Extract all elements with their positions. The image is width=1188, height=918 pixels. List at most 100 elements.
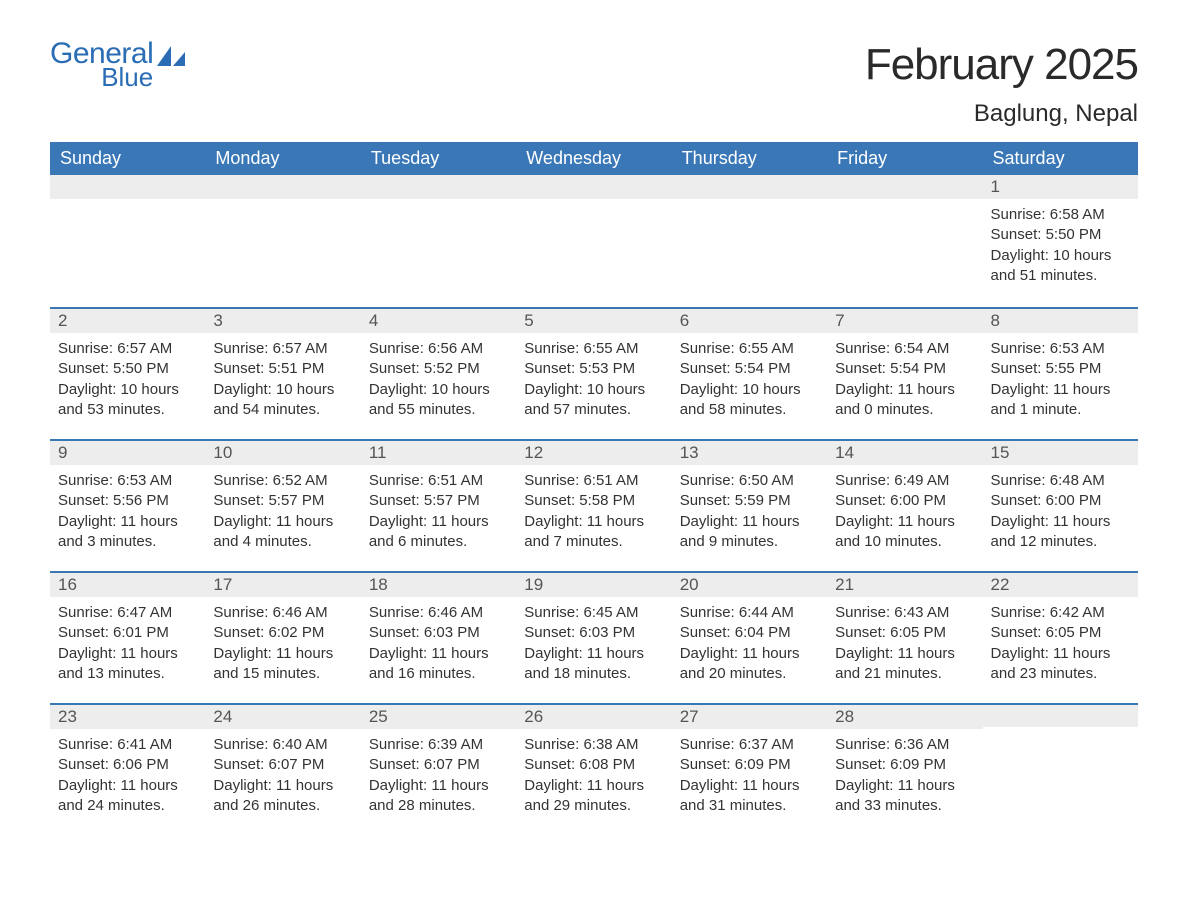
- sunrise-line: Sunrise: 6:45 AM: [524, 603, 663, 623]
- day-details: Sunrise: 6:57 AMSunset: 5:51 PMDaylight:…: [205, 333, 360, 430]
- sunrise-line: Sunrise: 6:43 AM: [835, 603, 974, 623]
- weekday-row: SundayMondayTuesdayWednesdayThursdayFrid…: [50, 142, 1138, 175]
- page-title: February 2025: [865, 40, 1138, 90]
- calendar-cell: 18Sunrise: 6:46 AMSunset: 6:03 PMDayligh…: [361, 571, 516, 703]
- day-number: 1: [983, 175, 1138, 199]
- sunrise-line: Sunrise: 6:55 AM: [524, 339, 663, 359]
- sunset-line: Sunset: 6:01 PM: [58, 623, 197, 643]
- day-number: 25: [361, 703, 516, 729]
- empty-day-bar: [516, 175, 671, 199]
- day-details: Sunrise: 6:43 AMSunset: 6:05 PMDaylight:…: [827, 597, 982, 694]
- sunset-line: Sunset: 6:07 PM: [213, 755, 352, 775]
- calendar-week: 16Sunrise: 6:47 AMSunset: 6:01 PMDayligh…: [50, 571, 1138, 703]
- empty-day-bar: [50, 175, 205, 199]
- sunset-line: Sunset: 6:03 PM: [524, 623, 663, 643]
- daylight-line: Daylight: 11 hours and 6 minutes.: [369, 512, 508, 553]
- day-details: Sunrise: 6:51 AMSunset: 5:57 PMDaylight:…: [361, 465, 516, 562]
- calendar-cell: 13Sunrise: 6:50 AMSunset: 5:59 PMDayligh…: [672, 439, 827, 571]
- daylight-line: Daylight: 10 hours and 57 minutes.: [524, 380, 663, 421]
- sunset-line: Sunset: 5:59 PM: [680, 491, 819, 511]
- sunset-line: Sunset: 6:05 PM: [835, 623, 974, 643]
- page-header: General Blue February 2025 Baglung, Nepa…: [50, 40, 1138, 128]
- daylight-line: Daylight: 11 hours and 12 minutes.: [991, 512, 1130, 553]
- day-number: 26: [516, 703, 671, 729]
- sunset-line: Sunset: 6:06 PM: [58, 755, 197, 775]
- day-number: 8: [983, 307, 1138, 333]
- calendar-cell-empty: [672, 175, 827, 307]
- empty-day-bar: [827, 175, 982, 199]
- sunset-line: Sunset: 6:00 PM: [991, 491, 1130, 511]
- day-details: Sunrise: 6:47 AMSunset: 6:01 PMDaylight:…: [50, 597, 205, 694]
- sunset-line: Sunset: 5:55 PM: [991, 359, 1130, 379]
- sunset-line: Sunset: 6:08 PM: [524, 755, 663, 775]
- empty-day-bar: [983, 703, 1138, 727]
- sunrise-line: Sunrise: 6:53 AM: [991, 339, 1130, 359]
- daylight-line: Daylight: 10 hours and 55 minutes.: [369, 380, 508, 421]
- calendar-cell: 12Sunrise: 6:51 AMSunset: 5:58 PMDayligh…: [516, 439, 671, 571]
- daylight-line: Daylight: 11 hours and 29 minutes.: [524, 776, 663, 817]
- day-details: Sunrise: 6:58 AMSunset: 5:50 PMDaylight:…: [983, 199, 1138, 296]
- sunrise-line: Sunrise: 6:54 AM: [835, 339, 974, 359]
- daylight-line: Daylight: 10 hours and 53 minutes.: [58, 380, 197, 421]
- day-details: Sunrise: 6:55 AMSunset: 5:53 PMDaylight:…: [516, 333, 671, 430]
- day-number: 12: [516, 439, 671, 465]
- day-number: 21: [827, 571, 982, 597]
- day-details: Sunrise: 6:57 AMSunset: 5:50 PMDaylight:…: [50, 333, 205, 430]
- weekday-sunday: Sunday: [50, 142, 205, 175]
- day-number: 5: [516, 307, 671, 333]
- daylight-line: Daylight: 11 hours and 26 minutes.: [213, 776, 352, 817]
- day-number: 19: [516, 571, 671, 597]
- sunset-line: Sunset: 6:09 PM: [835, 755, 974, 775]
- day-number: 24: [205, 703, 360, 729]
- daylight-line: Daylight: 11 hours and 33 minutes.: [835, 776, 974, 817]
- sunset-line: Sunset: 5:57 PM: [213, 491, 352, 511]
- day-details: Sunrise: 6:38 AMSunset: 6:08 PMDaylight:…: [516, 729, 671, 826]
- daylight-line: Daylight: 11 hours and 31 minutes.: [680, 776, 819, 817]
- logo-text: General Blue: [50, 40, 153, 89]
- calendar-table: SundayMondayTuesdayWednesdayThursdayFrid…: [50, 142, 1138, 835]
- day-details: Sunrise: 6:53 AMSunset: 5:56 PMDaylight:…: [50, 465, 205, 562]
- daylight-line: Daylight: 11 hours and 0 minutes.: [835, 380, 974, 421]
- day-number: 16: [50, 571, 205, 597]
- day-details: Sunrise: 6:51 AMSunset: 5:58 PMDaylight:…: [516, 465, 671, 562]
- sunrise-line: Sunrise: 6:48 AM: [991, 471, 1130, 491]
- calendar-cell: 11Sunrise: 6:51 AMSunset: 5:57 PMDayligh…: [361, 439, 516, 571]
- calendar-cell-empty: [50, 175, 205, 307]
- sunset-line: Sunset: 6:07 PM: [369, 755, 508, 775]
- calendar-cell: 19Sunrise: 6:45 AMSunset: 6:03 PMDayligh…: [516, 571, 671, 703]
- sunrise-line: Sunrise: 6:57 AM: [58, 339, 197, 359]
- calendar-week: 23Sunrise: 6:41 AMSunset: 6:06 PMDayligh…: [50, 703, 1138, 835]
- day-number: 2: [50, 307, 205, 333]
- day-details: Sunrise: 6:53 AMSunset: 5:55 PMDaylight:…: [983, 333, 1138, 430]
- daylight-line: Daylight: 11 hours and 24 minutes.: [58, 776, 197, 817]
- calendar-cell: 24Sunrise: 6:40 AMSunset: 6:07 PMDayligh…: [205, 703, 360, 835]
- calendar-cell: 25Sunrise: 6:39 AMSunset: 6:07 PMDayligh…: [361, 703, 516, 835]
- daylight-line: Daylight: 11 hours and 3 minutes.: [58, 512, 197, 553]
- sunrise-line: Sunrise: 6:40 AM: [213, 735, 352, 755]
- daylight-line: Daylight: 10 hours and 58 minutes.: [680, 380, 819, 421]
- sunrise-line: Sunrise: 6:52 AM: [213, 471, 352, 491]
- sunrise-line: Sunrise: 6:55 AM: [680, 339, 819, 359]
- day-details: Sunrise: 6:46 AMSunset: 6:02 PMDaylight:…: [205, 597, 360, 694]
- day-number: 13: [672, 439, 827, 465]
- day-details: Sunrise: 6:45 AMSunset: 6:03 PMDaylight:…: [516, 597, 671, 694]
- day-number: 28: [827, 703, 982, 729]
- day-details: Sunrise: 6:50 AMSunset: 5:59 PMDaylight:…: [672, 465, 827, 562]
- day-number: 27: [672, 703, 827, 729]
- calendar-cell: 4Sunrise: 6:56 AMSunset: 5:52 PMDaylight…: [361, 307, 516, 439]
- daylight-line: Daylight: 11 hours and 20 minutes.: [680, 644, 819, 685]
- calendar-cell: 8Sunrise: 6:53 AMSunset: 5:55 PMDaylight…: [983, 307, 1138, 439]
- calendar-cell: 26Sunrise: 6:38 AMSunset: 6:08 PMDayligh…: [516, 703, 671, 835]
- calendar-cell: 1Sunrise: 6:58 AMSunset: 5:50 PMDaylight…: [983, 175, 1138, 307]
- calendar-cell: 6Sunrise: 6:55 AMSunset: 5:54 PMDaylight…: [672, 307, 827, 439]
- day-number: 14: [827, 439, 982, 465]
- daylight-line: Daylight: 11 hours and 10 minutes.: [835, 512, 974, 553]
- calendar-week: 1Sunrise: 6:58 AMSunset: 5:50 PMDaylight…: [50, 175, 1138, 307]
- day-details: Sunrise: 6:40 AMSunset: 6:07 PMDaylight:…: [205, 729, 360, 826]
- day-number: 3: [205, 307, 360, 333]
- calendar-cell: 9Sunrise: 6:53 AMSunset: 5:56 PMDaylight…: [50, 439, 205, 571]
- daylight-line: Daylight: 11 hours and 16 minutes.: [369, 644, 508, 685]
- day-number: 15: [983, 439, 1138, 465]
- daylight-line: Daylight: 10 hours and 54 minutes.: [213, 380, 352, 421]
- day-number: 9: [50, 439, 205, 465]
